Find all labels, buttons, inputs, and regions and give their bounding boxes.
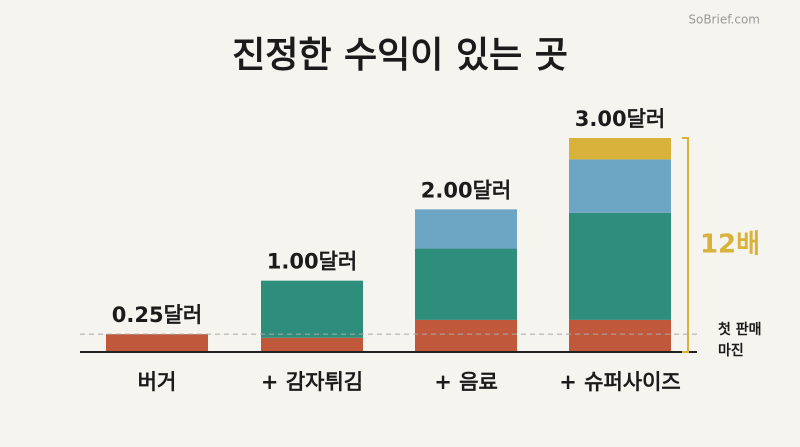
margin-note: 첫 판매 bbox=[718, 322, 762, 338]
bar-segment bbox=[415, 319, 517, 352]
multiplier-label: 12배 bbox=[700, 230, 760, 260]
total-label: 0.25달러 bbox=[112, 303, 202, 327]
total-label: 1.00달러 bbox=[267, 250, 357, 274]
chart-title: 진정한 수익이 있는 곳 bbox=[232, 35, 568, 76]
bar-segment bbox=[415, 248, 517, 320]
total-label: 3.00달러 bbox=[575, 107, 665, 131]
bar-segment bbox=[569, 159, 671, 213]
x-tick-label: + 감자튀김 bbox=[261, 370, 363, 394]
bar-segment bbox=[415, 209, 517, 249]
margin-note: 마진 bbox=[718, 342, 744, 359]
bracket bbox=[682, 137, 689, 353]
total-label: 2.00달러 bbox=[421, 178, 511, 202]
bar-segment bbox=[261, 280, 363, 338]
bar-segment bbox=[569, 138, 671, 160]
bar-segment bbox=[569, 319, 671, 352]
watermark: SoBrief.com bbox=[688, 13, 760, 27]
x-tick-label: + 음료 bbox=[434, 370, 498, 394]
bar-segment bbox=[106, 334, 208, 352]
bar-segment bbox=[569, 212, 671, 320]
bar-segment bbox=[261, 337, 363, 352]
x-tick-label: + 슈퍼사이즈 bbox=[559, 370, 681, 394]
x-tick-label: 버거 bbox=[138, 370, 177, 394]
